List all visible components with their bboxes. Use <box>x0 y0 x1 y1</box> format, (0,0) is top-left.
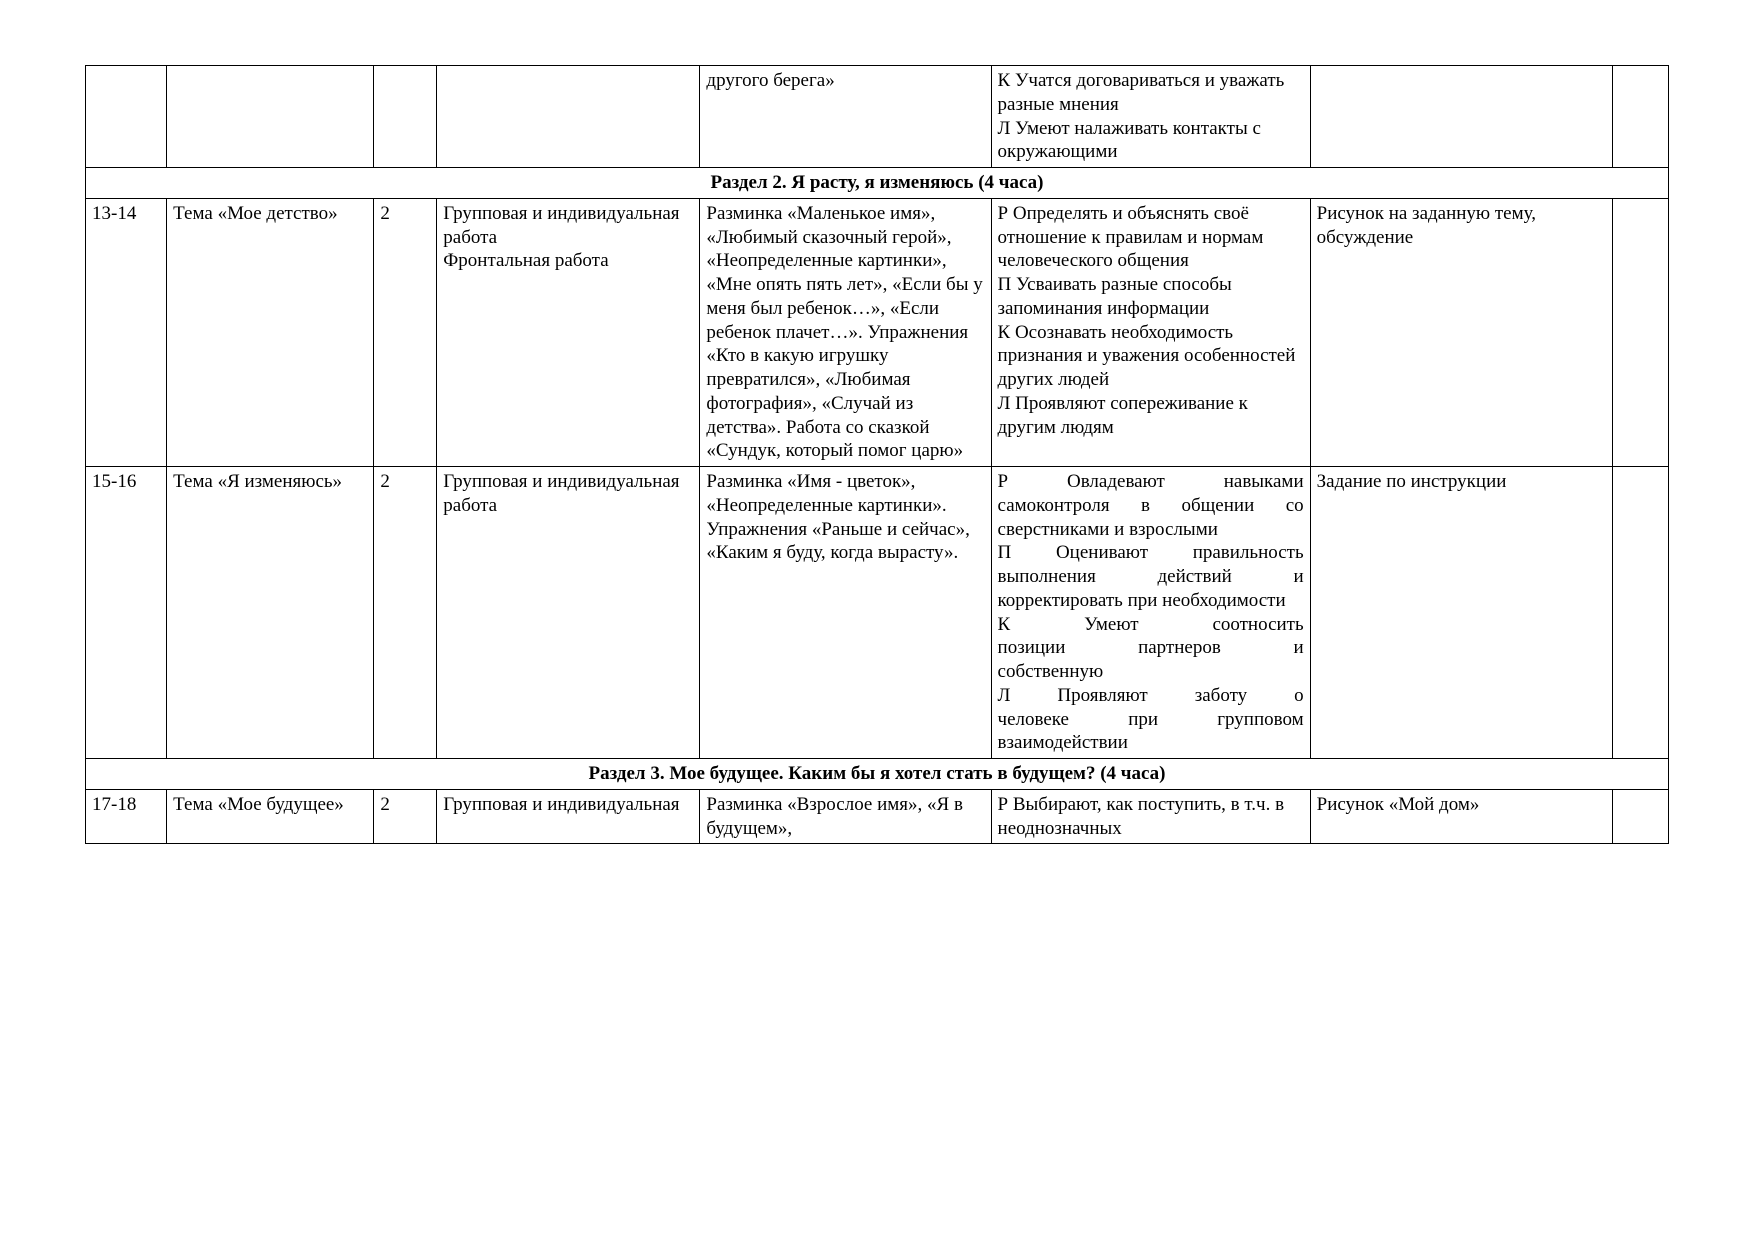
cell-num: 13-14 <box>86 198 167 466</box>
cell-results: Р Определять и объяснять своё отношение … <box>991 198 1310 466</box>
cell-form: Групповая и индивидуальная работа <box>437 467 700 759</box>
cell-form <box>437 66 700 168</box>
cell-hours <box>374 66 437 168</box>
cell-hours: 2 <box>374 467 437 759</box>
section-header-row: Раздел 3. Мое будущее. Каким бы я хотел … <box>86 759 1669 790</box>
cell-task: Задание по инструкции <box>1310 467 1612 759</box>
curriculum-table: другого берега» К Учатся договариваться … <box>85 65 1669 844</box>
cell-num: 17-18 <box>86 789 167 844</box>
cell-extra <box>1612 467 1668 759</box>
cell-form: Групповая и индивидуальная работа Фронта… <box>437 198 700 466</box>
cell-activities: Разминка «Маленькое имя», «Любимый сказо… <box>700 198 991 466</box>
cell-topic <box>167 66 374 168</box>
cell-task <box>1310 66 1612 168</box>
cell-hours: 2 <box>374 789 437 844</box>
cell-extra <box>1612 66 1668 168</box>
section-header-row: Раздел 2. Я расту, я изменяюсь (4 часа) <box>86 168 1669 199</box>
cell-extra <box>1612 198 1668 466</box>
cell-form: Групповая и индивидуальная <box>437 789 700 844</box>
cell-results: Р Выбирают, как поступить, в т.ч. в неод… <box>991 789 1310 844</box>
section-3-title: Раздел 3. Мое будущее. Каким бы я хотел … <box>86 759 1669 790</box>
cell-num: 15-16 <box>86 467 167 759</box>
cell-topic: Тема «Я изменяюсь» <box>167 467 374 759</box>
cell-results: Р Овладевают навыками самоконтроля в общ… <box>991 467 1310 759</box>
cell-topic: Тема «Мое будущее» <box>167 789 374 844</box>
table-row: 13-14 Тема «Мое детство» 2 Групповая и и… <box>86 198 1669 466</box>
section-2-title: Раздел 2. Я расту, я изменяюсь (4 часа) <box>86 168 1669 199</box>
cell-hours: 2 <box>374 198 437 466</box>
table-row: 15-16 Тема «Я изменяюсь» 2 Групповая и и… <box>86 467 1669 759</box>
cell-topic: Тема «Мое детство» <box>167 198 374 466</box>
cell-activities: Разминка «Имя - цветок», «Неопределенные… <box>700 467 991 759</box>
cell-num <box>86 66 167 168</box>
table-row: 17-18 Тема «Мое будущее» 2 Групповая и и… <box>86 789 1669 844</box>
cell-activities: Разминка «Взрослое имя», «Я в будущем», <box>700 789 991 844</box>
cell-task: Рисунок на заданную тему, обсуждение <box>1310 198 1612 466</box>
cell-results: К Учатся договариваться и уважать разные… <box>991 66 1310 168</box>
cell-activities: другого берега» <box>700 66 991 168</box>
cell-task: Рисунок «Мой дом» <box>1310 789 1612 844</box>
table-row: другого берега» К Учатся договариваться … <box>86 66 1669 168</box>
cell-extra <box>1612 789 1668 844</box>
